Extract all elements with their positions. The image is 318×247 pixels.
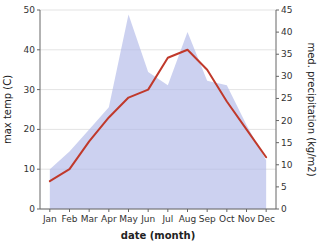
y-tick-label: 40: [24, 45, 36, 55]
x-tick: [187, 209, 188, 212]
x-tick-label: Apr: [101, 214, 117, 224]
x-tick-label: Oct: [219, 214, 235, 224]
y2-tick-label: 40: [281, 27, 293, 37]
x-tick: [69, 209, 70, 212]
y-tick-label: 50: [24, 5, 36, 15]
x-tick-label: Dec: [257, 214, 274, 224]
x-tick: [49, 209, 50, 212]
y-tick-label: 0: [29, 204, 35, 214]
x-tick: [108, 209, 109, 212]
x-tick-label: Feb: [62, 214, 78, 224]
line: [50, 50, 266, 181]
x-tick-label: Nov: [238, 214, 256, 224]
y2-axis: [276, 10, 277, 209]
x-tick-label: Jun: [140, 214, 155, 224]
y2-tick-label: 30: [281, 71, 293, 81]
x-tick-label: Mar: [81, 214, 98, 224]
x-tick: [128, 209, 129, 212]
y2-tick-label: 45: [281, 5, 292, 15]
y2-tick-label: 35: [281, 49, 292, 59]
y2-tick-label: 25: [281, 93, 292, 103]
x-tick: [207, 209, 208, 212]
x-tick-label: Aug: [179, 214, 197, 224]
plot-area: [50, 14, 266, 209]
grid-line: [40, 49, 276, 50]
x-tick-label: Jan: [42, 214, 57, 224]
y-label: max temp (C): [2, 75, 13, 144]
x-tick-label: Jul: [161, 214, 173, 224]
y-axis: [40, 10, 41, 209]
y2-tick-label: 0: [281, 204, 287, 214]
x-tick: [148, 209, 149, 212]
chart: 0 10 20 30 40 50 0 5 10 15 20 25 30 35 40 45 Jan FebMarAp…: [0, 0, 318, 247]
y-tick-label: 30: [24, 85, 36, 95]
y2-tick-label: 5: [281, 182, 287, 192]
x-tick-label: May: [119, 214, 138, 224]
y-tick-label: 20: [24, 124, 36, 134]
x-tick: [89, 209, 90, 212]
x-tick-label: Sep: [199, 214, 216, 224]
y2-tick-label: 20: [281, 116, 293, 126]
y-tick-label: 10: [24, 164, 36, 174]
y2-tick-label: 15: [281, 138, 292, 148]
y2-tick-label: 10: [281, 160, 293, 170]
x-tick: [167, 209, 168, 212]
area: [50, 14, 266, 209]
grid-line: [40, 10, 276, 11]
grid-line: [40, 209, 276, 210]
x-tick: [226, 209, 227, 212]
x-tick: [266, 209, 267, 212]
x-tick: [246, 209, 247, 212]
x-axis: [40, 209, 276, 210]
y2-label: med. precipitation (kg/m2): [306, 42, 317, 176]
x-label: date (month): [121, 230, 195, 241]
